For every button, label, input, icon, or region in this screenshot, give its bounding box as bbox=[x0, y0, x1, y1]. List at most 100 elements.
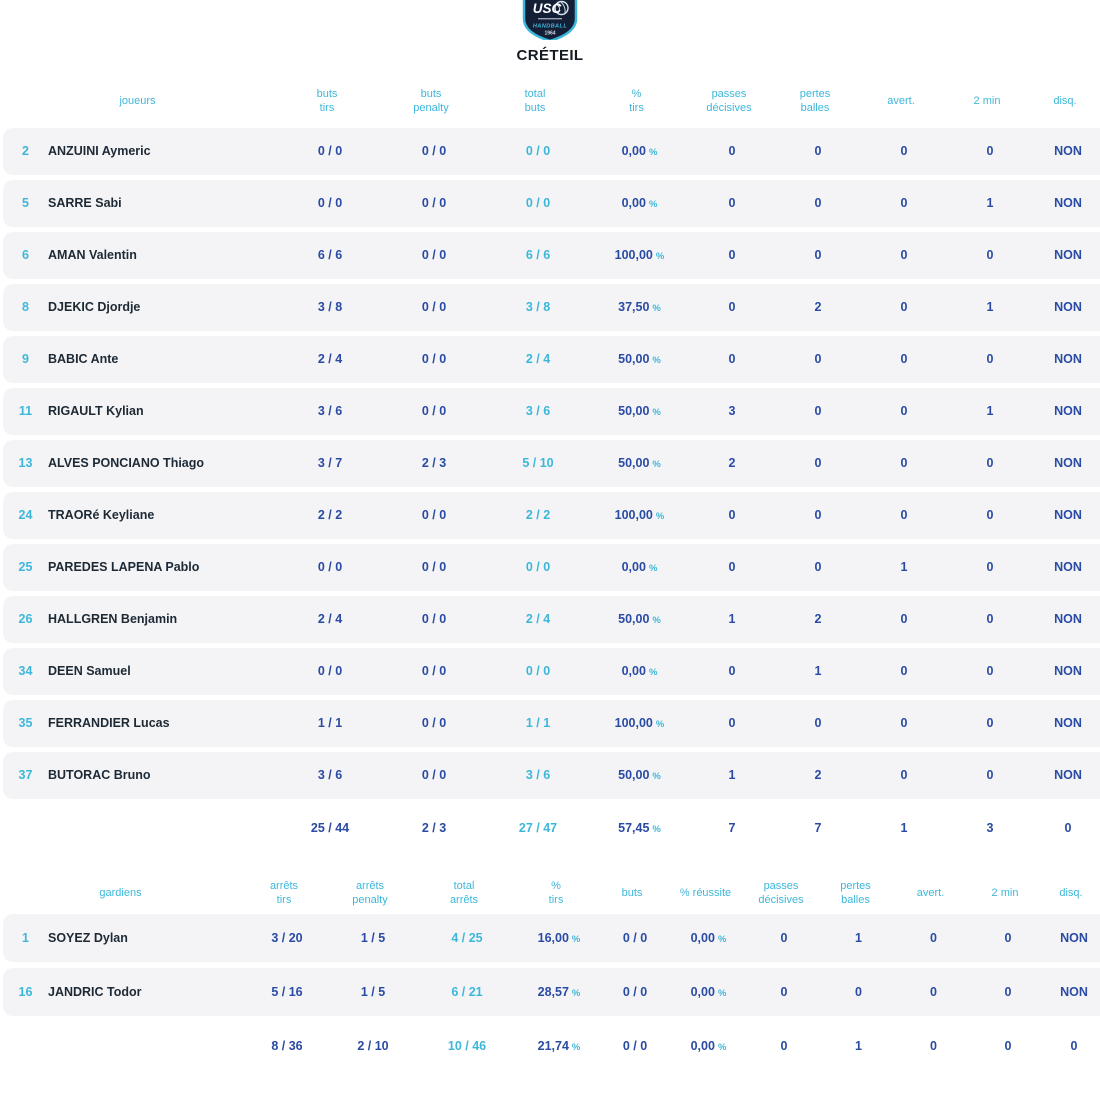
column-header: total arrêts bbox=[449, 879, 479, 906]
cell-two_min: 1 bbox=[986, 404, 994, 419]
crest-sport: HANDBALL bbox=[533, 24, 567, 30]
cell-arrets_tirs: 3 / 20 bbox=[271, 930, 303, 945]
cell-pct_tirs: 50,00% bbox=[590, 456, 689, 470]
percent-value: 57,45 bbox=[618, 821, 650, 836]
cell-passes_decisives: 0 bbox=[728, 196, 736, 211]
cell-total_buts: 2 / 4 bbox=[525, 352, 551, 367]
percent-sign: % bbox=[717, 987, 727, 999]
cell-buts_tirs: 3 / 8 bbox=[317, 300, 343, 315]
cell-passes_decisives: 0 bbox=[728, 664, 736, 679]
percent-sign: % bbox=[717, 933, 727, 945]
cell-pertes_balles: 0 bbox=[814, 716, 822, 731]
cell-total_arrets: 6 / 21 bbox=[451, 984, 483, 999]
cell-buts_tirs: 0 / 0 bbox=[317, 196, 343, 211]
cell-pct_tirs: 21,74% bbox=[518, 1039, 600, 1053]
goalkeepers-table: gardiens arrêts tirs arrêts penalty total a… bbox=[0, 880, 1100, 1070]
column-header: passes décisives bbox=[706, 88, 752, 114]
column-header: % réussite bbox=[679, 886, 732, 899]
crest-microtext-line bbox=[538, 18, 562, 20]
cell-buts_penalty: 0 / 0 bbox=[421, 300, 447, 315]
crest-shield-shape bbox=[522, 0, 578, 40]
goalkeeper-name: JANDRIC Todor bbox=[48, 984, 142, 999]
cell-two_min: 0 bbox=[986, 560, 994, 575]
cell-two_min: 0 bbox=[986, 144, 994, 159]
jersey-number: 8 bbox=[22, 300, 29, 315]
player-row: 5 SARRE Sabi 0 / 0 0 / 0 0 / 0 0,00% 0 0 0 1 NON bbox=[3, 179, 1100, 227]
cell-pertes_balles: 0 bbox=[814, 352, 822, 367]
cell-total_arrets: 4 / 25 bbox=[451, 930, 483, 945]
cell-buts_tirs: 2 / 4 bbox=[317, 612, 343, 627]
percent-sign: % bbox=[652, 303, 661, 315]
cell-pct_tirs: 37,50% bbox=[590, 300, 689, 314]
cell-pertes_balles: 0 bbox=[814, 560, 822, 575]
percent-sign: % bbox=[571, 933, 581, 945]
cell-passes_decisives: 3 bbox=[728, 404, 736, 419]
cell-avert: 0 bbox=[900, 144, 908, 159]
cell-buts_penalty: 0 / 0 bbox=[421, 508, 447, 523]
cell-two_min: 0 bbox=[986, 664, 994, 679]
column-header: % tirs bbox=[548, 879, 564, 906]
cell-total_buts: 3 / 6 bbox=[525, 768, 551, 783]
handball-ball-seam bbox=[555, 1, 566, 14]
cell-total_buts: 2 / 4 bbox=[525, 612, 551, 627]
cell-disq: NON bbox=[1054, 248, 1082, 263]
cell-pct_tirs: 50,00% bbox=[590, 612, 689, 626]
cell-pct_tirs: 57,45% bbox=[590, 821, 689, 835]
cell-avert: 0 bbox=[900, 404, 908, 419]
cell-avert: 0 bbox=[900, 664, 908, 679]
percent-value: 100,00 bbox=[614, 508, 653, 523]
percent-sign: % bbox=[652, 355, 661, 367]
cell-pertes_balles: 1 bbox=[814, 664, 822, 679]
team-header: USC HANDBALL 1964 CRÉTEIL bbox=[0, 0, 1100, 64]
cell-avert: 0 bbox=[900, 716, 908, 731]
cell-total_buts: 0 / 0 bbox=[525, 196, 551, 211]
cell-buts_penalty: 0 / 0 bbox=[421, 404, 447, 419]
cell-pct_tirs: 28,57% bbox=[518, 985, 600, 999]
player-name: DEEN Samuel bbox=[48, 664, 131, 679]
cell-pertes_balles: 0 bbox=[814, 404, 822, 419]
cell-buts_penalty: 0 / 0 bbox=[421, 664, 447, 679]
cell-buts_tirs: 1 / 1 bbox=[317, 716, 343, 731]
players-header-row: joueurs buts tirs buts penalty total buts % … bbox=[0, 88, 1100, 116]
cell-passes_decisives: 0 bbox=[728, 508, 736, 523]
player-row: 11 RIGAULT Kylian 3 / 6 0 / 0 3 / 6 50,00% 3 0 0… bbox=[3, 387, 1100, 435]
percent-value: 0,00 bbox=[621, 664, 646, 679]
cell-avert: 0 bbox=[900, 300, 908, 315]
cell-disq: NON bbox=[1060, 984, 1088, 999]
cell-disq: NON bbox=[1054, 716, 1082, 731]
cell-buts_tirs: 0 / 0 bbox=[317, 664, 343, 679]
cell-buts_penalty: 0 / 0 bbox=[421, 768, 447, 783]
goalkeeper-row: 1 SOYEZ Dylan 3 / 20 1 / 5 4 / 25 16,00% 0 / 0… bbox=[3, 913, 1100, 962]
cell-two_min: 0 bbox=[1004, 930, 1012, 945]
percent-value: 16,00 bbox=[537, 930, 569, 945]
cell-two_min: 3 bbox=[986, 821, 994, 836]
player-name: TRAORé Keyliane bbox=[48, 508, 155, 523]
cell-passes_decisives: 0 bbox=[780, 984, 788, 999]
percent-sign: % bbox=[648, 147, 658, 159]
player-row: 9 BABIC Ante 2 / 4 0 / 0 2 / 4 50,00% 0 0 0 0 NON bbox=[3, 335, 1100, 383]
cell-arrets_tirs: 8 / 36 bbox=[271, 1038, 303, 1053]
cell-arrets_penalty: 2 / 10 bbox=[357, 1038, 389, 1053]
cell-avert: 0 bbox=[930, 984, 937, 999]
percent-value: 100,00 bbox=[614, 716, 653, 731]
percent-sign: % bbox=[717, 1041, 727, 1053]
goalkeepers-header-row: gardiens arrêts tirs arrêts penalty total a… bbox=[0, 880, 1100, 908]
percent-sign: % bbox=[655, 251, 665, 263]
cell-total_buts: 0 / 0 bbox=[525, 560, 551, 575]
column-header: buts tirs bbox=[316, 88, 338, 114]
cell-avert: 0 bbox=[900, 612, 908, 627]
player-row: 35 FERRANDIER Lucas 1 / 1 0 / 0 1 / 1 100,00%… bbox=[3, 699, 1100, 747]
cell-avert: 0 bbox=[930, 1038, 937, 1053]
jersey-number: 35 bbox=[18, 716, 33, 731]
percent-value: 37,50 bbox=[618, 300, 650, 315]
cell-passes_decisives: 0 bbox=[728, 144, 736, 159]
jersey-number: 11 bbox=[18, 404, 33, 419]
column-header: joueurs bbox=[119, 94, 156, 107]
cell-pertes_balles: 1 bbox=[855, 1038, 862, 1053]
cell-arrets_tirs: 5 / 16 bbox=[271, 984, 303, 999]
cell-pertes_balles: 7 bbox=[814, 821, 822, 836]
column-header: passes décisives bbox=[758, 879, 804, 906]
jersey-number: 1 bbox=[22, 930, 29, 945]
player-row: 2 ANZUINI Aymeric 0 / 0 0 / 0 0 / 0 0,00% 0 0 0 0… bbox=[3, 127, 1100, 175]
cell-total_buts: 5 / 10 bbox=[522, 456, 554, 471]
